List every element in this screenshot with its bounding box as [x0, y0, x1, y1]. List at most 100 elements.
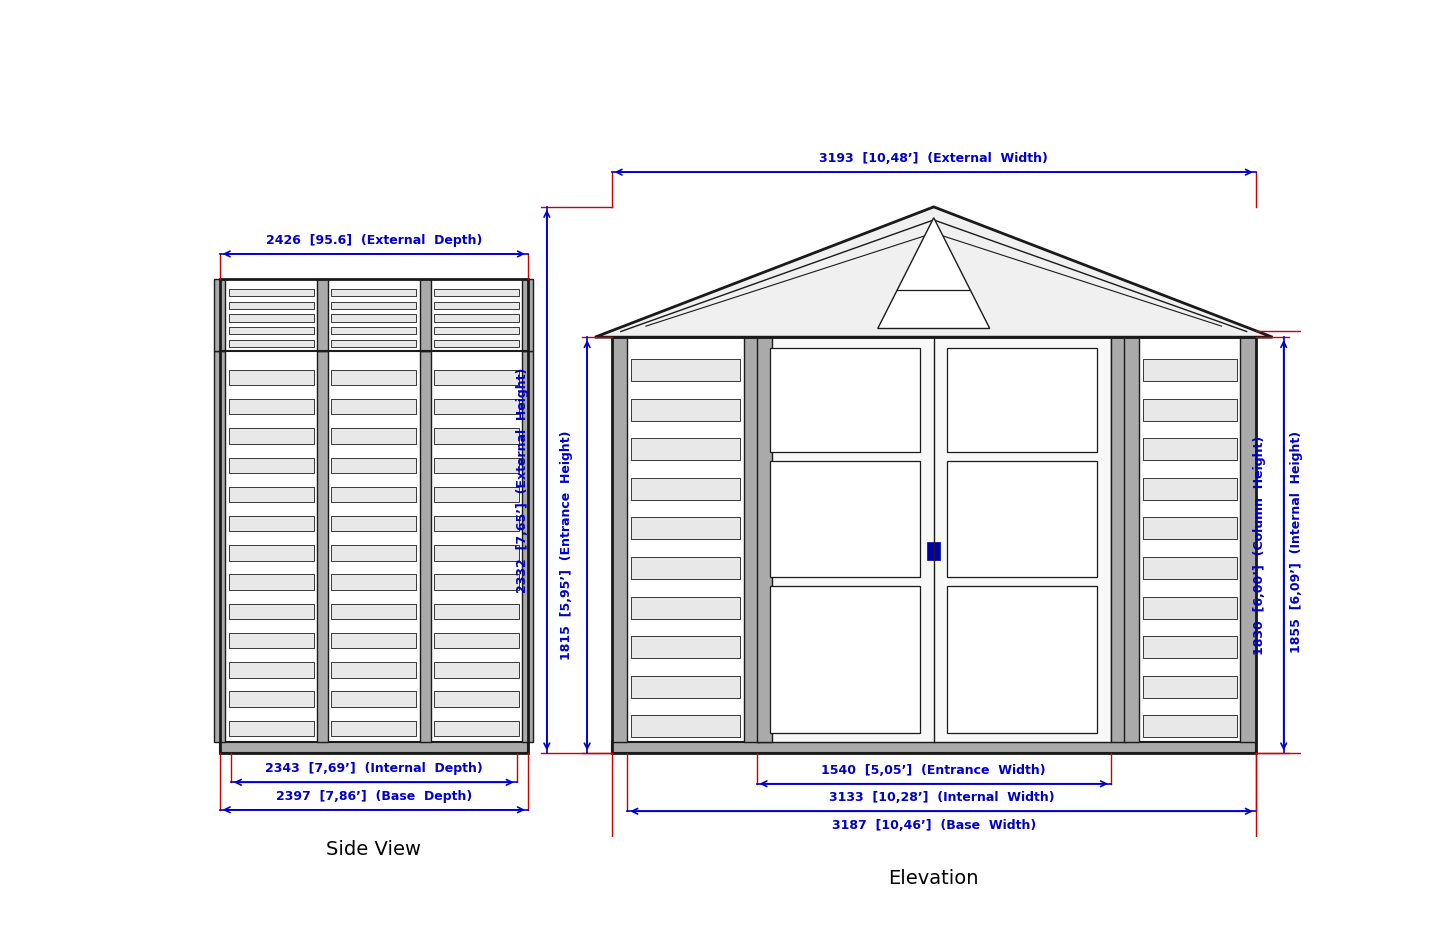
Polygon shape [595, 207, 1273, 337]
Text: 1815  [5,95’]  (Entrance  Height): 1815 [5,95’] (Entrance Height) [561, 431, 574, 660]
Bar [1143, 478, 1237, 500]
Bar [316, 351, 328, 742]
Bar [1143, 399, 1237, 421]
Bar [946, 348, 1097, 452]
Bar [228, 516, 314, 531]
Text: 3133  [10,28’]  (Internal  Width): 3133 [10,28’] (Internal Width) [829, 791, 1055, 804]
Bar [631, 399, 740, 421]
Bar [1143, 557, 1237, 579]
Bar [611, 742, 1256, 753]
Bar [434, 327, 519, 335]
Bar [1111, 337, 1127, 742]
Bar [434, 340, 519, 348]
Bar [214, 351, 225, 742]
Bar [770, 586, 920, 733]
Bar [631, 715, 740, 738]
Text: 2426  [95.6]  (External  Depth): 2426 [95.6] (External Depth) [266, 234, 483, 246]
Bar [1143, 715, 1237, 738]
Bar [1143, 597, 1237, 619]
Bar [331, 662, 416, 678]
Bar [228, 603, 314, 619]
Bar [1143, 518, 1237, 540]
Bar [316, 279, 328, 351]
Bar [228, 327, 314, 335]
Bar [631, 597, 740, 619]
Bar [331, 633, 416, 649]
Bar [214, 279, 225, 351]
Bar [522, 351, 533, 742]
Text: 2397  [7,86’]  (Base  Depth): 2397 [7,86’] (Base Depth) [276, 790, 473, 803]
Bar [1143, 636, 1237, 658]
Text: 3193  [10,48’]  (External  Width): 3193 [10,48’] (External Width) [819, 152, 1048, 164]
Bar [228, 574, 314, 590]
Bar [770, 348, 920, 452]
Bar [331, 369, 416, 385]
Bar [331, 327, 416, 335]
Text: 3187  [10,46’]  (Base  Width): 3187 [10,46’] (Base Width) [832, 819, 1036, 832]
Text: Side View: Side View [327, 840, 422, 859]
Text: 2343  [7,69’]  (Internal  Depth): 2343 [7,69’] (Internal Depth) [264, 762, 483, 775]
Bar [228, 302, 314, 308]
Bar [522, 279, 533, 351]
Bar [631, 636, 740, 658]
Bar [331, 721, 416, 736]
Bar [757, 337, 772, 742]
Bar [434, 302, 519, 308]
Bar [611, 337, 1256, 753]
Bar [228, 662, 314, 678]
Bar [228, 429, 314, 444]
Bar [631, 478, 740, 500]
Bar [228, 692, 314, 707]
Polygon shape [877, 218, 990, 328]
Bar [331, 400, 416, 415]
Bar [434, 721, 519, 736]
Bar [434, 429, 519, 444]
Bar [434, 662, 519, 678]
Bar [331, 429, 416, 444]
Text: 2332  [7,65’]  (External  Height): 2332 [7,65’] (External Height) [516, 368, 529, 593]
Bar [631, 359, 740, 381]
Bar [220, 279, 527, 753]
Bar [228, 289, 314, 296]
Bar [228, 458, 314, 473]
Bar [1124, 337, 1139, 742]
Bar [434, 289, 519, 296]
Bar [434, 633, 519, 649]
Bar [757, 337, 1111, 742]
Bar [419, 279, 431, 351]
Bar [434, 400, 519, 415]
Bar [434, 545, 519, 560]
Text: 1540  [5,05’]  (Entrance  Width): 1540 [5,05’] (Entrance Width) [821, 763, 1046, 776]
Bar [228, 721, 314, 736]
Bar [1143, 359, 1237, 381]
Bar [1240, 337, 1256, 742]
Bar [631, 557, 740, 579]
Bar [611, 337, 627, 742]
Bar [331, 692, 416, 707]
Bar [928, 541, 941, 559]
Bar [434, 314, 519, 321]
Bar [1143, 438, 1237, 461]
Bar [434, 369, 519, 385]
Bar [331, 603, 416, 619]
Bar [434, 487, 519, 502]
Bar [228, 369, 314, 385]
Bar [228, 400, 314, 415]
Bar [228, 487, 314, 502]
Bar [331, 487, 416, 502]
Bar [1143, 676, 1237, 697]
Bar [434, 458, 519, 473]
Bar [770, 462, 920, 577]
Bar [220, 742, 527, 753]
Bar [434, 692, 519, 707]
Text: 1830  [6,00’]  (Column  Height): 1830 [6,00’] (Column Height) [1253, 435, 1266, 655]
Bar [331, 458, 416, 473]
Bar [631, 438, 740, 461]
Bar [228, 314, 314, 321]
Bar [228, 340, 314, 348]
Bar [331, 545, 416, 560]
Bar [631, 518, 740, 540]
Bar [331, 314, 416, 321]
Bar [946, 586, 1097, 733]
Bar [331, 289, 416, 296]
